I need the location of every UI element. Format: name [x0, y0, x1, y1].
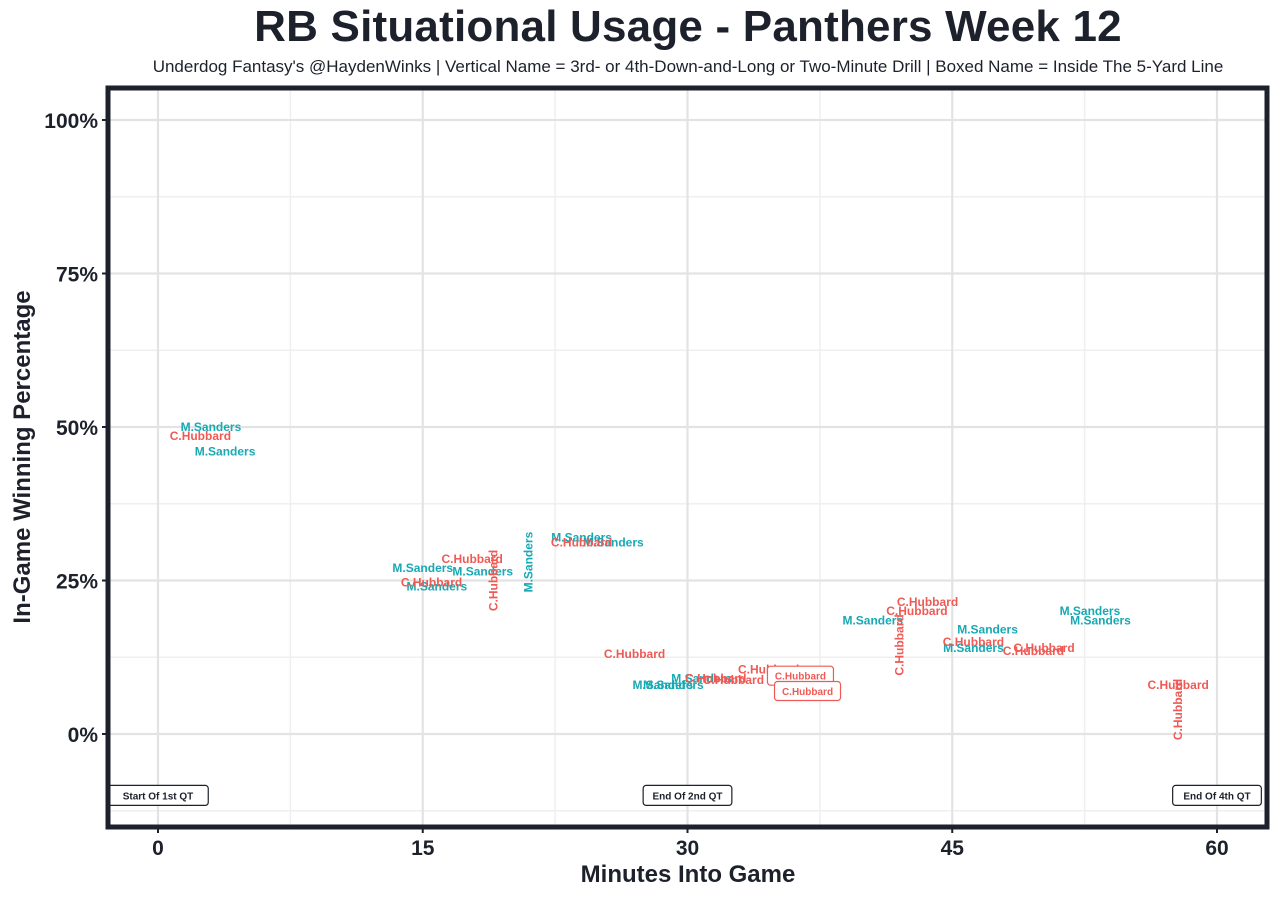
data-label: C.Hubbard [401, 575, 462, 589]
y-tick-label: 0% [68, 724, 99, 747]
data-label: C.Hubbard [782, 687, 833, 698]
data-label: C.Hubbard [1147, 678, 1208, 692]
data-label: M.Sanders [452, 564, 513, 578]
data-label-box [773, 680, 842, 702]
data-label: C.Hubbard [943, 635, 1004, 649]
data-label: C.Hubbard [604, 647, 665, 661]
data-label: C.Hubbard [551, 535, 612, 549]
chart-title: RB Situational Usage - Panthers Week 12 [254, 2, 1122, 51]
data-label: M.Sanders [643, 678, 704, 692]
data-label: M.Sanders [671, 672, 732, 686]
x-tick-label: 0 [152, 837, 164, 860]
data-label: M.Sanders [181, 420, 242, 434]
data-label: C.Hubbard [685, 672, 746, 686]
grid-layer [108, 88, 1267, 827]
data-label: M.Sanders [1060, 604, 1121, 618]
quarter-marker-label: Start Of 1st QT [123, 791, 194, 802]
y-axis-label: In-Game Winning Percentage [9, 290, 36, 623]
data-label: M.Sanders [957, 623, 1018, 637]
data-label: M.Sanders [943, 641, 1004, 655]
data-label: M.Sanders [632, 678, 693, 692]
data-label-vertical: C.Hubbard [892, 614, 906, 675]
quarter-marker-label: End Of 4th QT [1183, 791, 1250, 802]
data-label: M.Sanders [583, 535, 644, 549]
data-label: M.Sanders [551, 531, 612, 545]
data-label: M.Sanders [392, 561, 453, 575]
data-label-layer: M.SandersM.SandersM.SandersM.SandersM.Sa… [170, 420, 1209, 740]
data-label: C.Hubbard [1003, 644, 1064, 658]
quarter-marker: Start Of 1st QT [107, 784, 209, 807]
data-label-vertical: C.Hubbard [1171, 679, 1185, 740]
data-label: M.Sanders [407, 580, 468, 594]
data-label: C.Hubbard [170, 429, 231, 443]
quarter-marker: End Of 2nd QT [642, 784, 733, 807]
quarter-marker-layer: Start Of 1st QT End Of 2nd QT End Of 4th Q… [107, 784, 1262, 807]
data-label-boxed: C.Hubbard [773, 680, 842, 702]
quarter-marker: End Of 4th QT [1172, 784, 1262, 807]
data-label: C.Hubbard [886, 604, 947, 618]
quarter-marker-label: End Of 2nd QT [653, 791, 723, 802]
y-tick-label: 50% [56, 417, 98, 440]
data-label: M.Sanders [1070, 613, 1131, 627]
x-tick-label: 45 [941, 837, 965, 860]
axis-layer: 0 15 30 45 60 0% 25% 50% 75% 100% [44, 110, 1228, 860]
y-tick-label: 75% [56, 264, 98, 287]
x-axis-label: Minutes Into Game [581, 861, 796, 888]
data-label: C.Hubbard [775, 672, 826, 683]
y-tick-label: 25% [56, 571, 98, 594]
data-label-vertical: M.Sanders [522, 531, 536, 592]
data-label: C.Hubbard [1013, 641, 1074, 655]
x-tick-label: 15 [411, 837, 435, 860]
data-label: C.Hubbard [703, 673, 764, 687]
data-label: M.Sanders [842, 613, 903, 627]
x-tick-label: 30 [676, 837, 699, 860]
quarter-marker-box [642, 784, 733, 807]
x-tick-label: 60 [1205, 837, 1228, 860]
data-label: C.Hubbard [897, 595, 958, 609]
quarter-marker-box [1172, 784, 1262, 807]
data-label: C.Hubbard [441, 552, 502, 566]
chart-subtitle: Underdog Fantasy's @HaydenWinks | Vertic… [152, 57, 1224, 76]
data-label: M.Sanders [195, 445, 256, 459]
y-tick-label: 100% [44, 110, 98, 133]
data-label-vertical: C.Hubbard [486, 550, 500, 611]
